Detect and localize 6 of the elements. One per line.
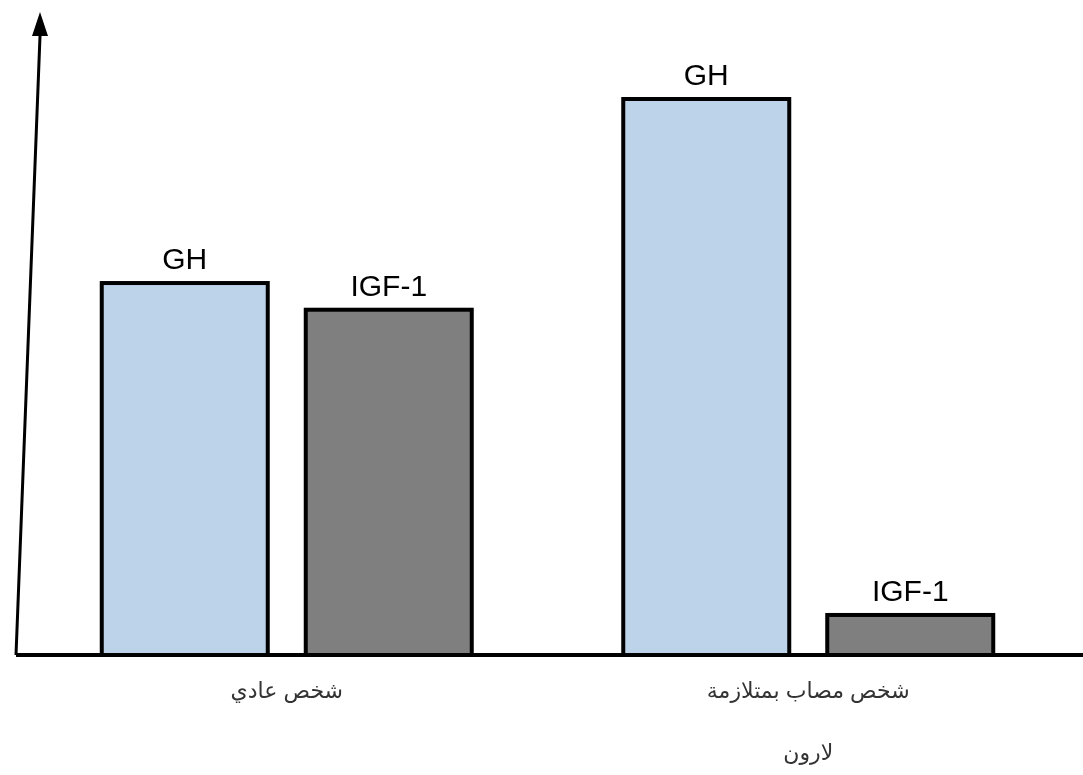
series-label: IGF-1: [350, 268, 428, 302]
text: IGF-1: [871, 573, 949, 607]
series-label: GH: [162, 242, 208, 276]
x-tick-label: شخص عادي: [230, 678, 344, 704]
text: GH: [683, 58, 729, 91]
category-label: شخص مصاب بمتلازمة لارون: [706, 678, 910, 765]
